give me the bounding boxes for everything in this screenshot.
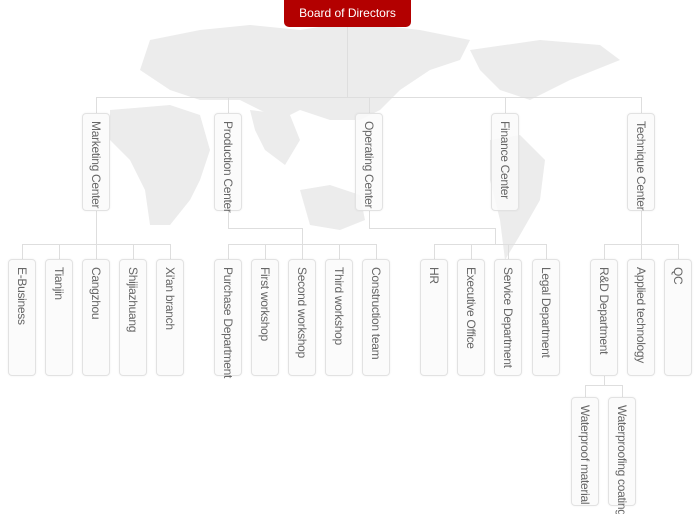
org-node-first-workshop[interactable]: First workshop bbox=[251, 259, 279, 376]
node-label: Purchase Department bbox=[221, 267, 235, 379]
node-label: Operating Center bbox=[362, 121, 376, 209]
node-label: First workshop bbox=[258, 267, 272, 341]
connector-line bbox=[641, 211, 642, 244]
org-node-shijiazhuang[interactable]: Shijiazhuang bbox=[119, 259, 147, 376]
connector-line bbox=[369, 211, 370, 228]
org-node-r-d-department[interactable]: R&D Department bbox=[590, 259, 618, 376]
node-label: Third workshop bbox=[332, 267, 346, 345]
node-label: Finance Center bbox=[498, 121, 512, 199]
connector-line bbox=[228, 228, 303, 229]
connector-line bbox=[505, 97, 506, 113]
connector-line bbox=[678, 244, 679, 259]
board-of-directors-node[interactable]: Board of Directors bbox=[284, 0, 411, 27]
connector-line bbox=[508, 244, 509, 259]
connector-line bbox=[604, 244, 605, 259]
node-label: QC bbox=[671, 267, 685, 285]
node-label: Applied technology bbox=[634, 267, 648, 364]
node-label: Legal Department bbox=[539, 267, 553, 358]
connector-line bbox=[59, 244, 60, 259]
connector-line bbox=[228, 244, 229, 259]
org-node-qc[interactable]: QC bbox=[664, 259, 692, 376]
connector-line bbox=[641, 97, 642, 113]
connector-line bbox=[585, 385, 623, 386]
connector-line bbox=[133, 244, 134, 259]
org-node-waterproof-material[interactable]: Waterproof material bbox=[571, 397, 599, 506]
org-node-purchase-department[interactable]: Purchase Department bbox=[214, 259, 242, 379]
connector-line bbox=[434, 244, 435, 259]
org-node-finance-center[interactable]: Finance Center bbox=[491, 113, 519, 211]
connector-line bbox=[22, 244, 23, 259]
connector-line bbox=[96, 244, 97, 259]
org-node-tianjin[interactable]: Tianjin bbox=[45, 259, 73, 376]
node-label: Cangzhou bbox=[89, 267, 103, 320]
connector-line bbox=[471, 244, 472, 259]
node-label: Construction team bbox=[369, 267, 383, 360]
node-label: HR bbox=[427, 267, 441, 284]
connector-line bbox=[339, 244, 340, 259]
org-node-xi-an-branch[interactable]: Xi'an branch bbox=[156, 259, 184, 376]
org-node-second-workshop[interactable]: Second workshop bbox=[288, 259, 316, 376]
node-label: Waterproof material bbox=[578, 405, 592, 505]
connector-line bbox=[369, 228, 496, 229]
org-node-third-workshop[interactable]: Third workshop bbox=[325, 259, 353, 376]
org-node-construction-team[interactable]: Construction team bbox=[362, 259, 390, 376]
connector-line bbox=[622, 385, 623, 397]
org-node-e-business[interactable]: E-Business bbox=[8, 259, 36, 376]
org-node-cangzhou[interactable]: Cangzhou bbox=[82, 259, 110, 376]
connector-line bbox=[228, 211, 229, 228]
node-label: R&D Department bbox=[597, 267, 611, 355]
node-label: Shijiazhuang bbox=[126, 267, 140, 333]
node-label: Second workshop bbox=[295, 267, 309, 358]
node-label: Tianjin bbox=[52, 267, 66, 300]
connector-line bbox=[369, 97, 370, 113]
node-label: Service Department bbox=[501, 267, 515, 368]
node-label: Xi'an branch bbox=[163, 267, 177, 330]
connector-line bbox=[302, 244, 303, 259]
connector-line bbox=[228, 97, 229, 113]
connector-line bbox=[265, 244, 266, 259]
org-node-production-center[interactable]: Production Center bbox=[214, 113, 242, 213]
org-node-marketing-center[interactable]: Marketing Center bbox=[82, 113, 110, 211]
node-label: Marketing Center bbox=[89, 121, 103, 209]
connector-line bbox=[96, 211, 97, 244]
connector-line bbox=[347, 27, 348, 97]
connector-line bbox=[434, 244, 547, 245]
org-node-waterproofing-coatings[interactable]: Waterproofing coatings bbox=[608, 397, 636, 514]
connector-line bbox=[546, 244, 547, 259]
connector-line bbox=[604, 376, 605, 385]
connector-line bbox=[495, 228, 496, 244]
connector-line bbox=[96, 97, 97, 113]
connector-line bbox=[641, 244, 642, 259]
connector-line bbox=[585, 385, 586, 397]
connector-line bbox=[302, 228, 303, 244]
org-node-hr[interactable]: HR bbox=[420, 259, 448, 376]
node-label: Executive Office bbox=[464, 267, 478, 349]
org-node-operating-center[interactable]: Operating Center bbox=[355, 113, 383, 211]
node-label: Waterproofing coatings bbox=[615, 405, 629, 514]
org-node-legal-department[interactable]: Legal Department bbox=[532, 259, 560, 376]
org-node-service-department[interactable]: Service Department bbox=[494, 259, 522, 376]
org-node-executive-office[interactable]: Executive Office bbox=[457, 259, 485, 376]
org-node-applied-technology[interactable]: Applied technology bbox=[627, 259, 655, 376]
org-node-technique-center[interactable]: Technique Center bbox=[627, 113, 655, 211]
connector-line bbox=[170, 244, 171, 259]
connector-line bbox=[376, 244, 377, 259]
node-label: Production Center bbox=[221, 121, 235, 213]
node-label: Technique Center bbox=[634, 121, 648, 211]
node-label: E-Business bbox=[15, 267, 29, 325]
